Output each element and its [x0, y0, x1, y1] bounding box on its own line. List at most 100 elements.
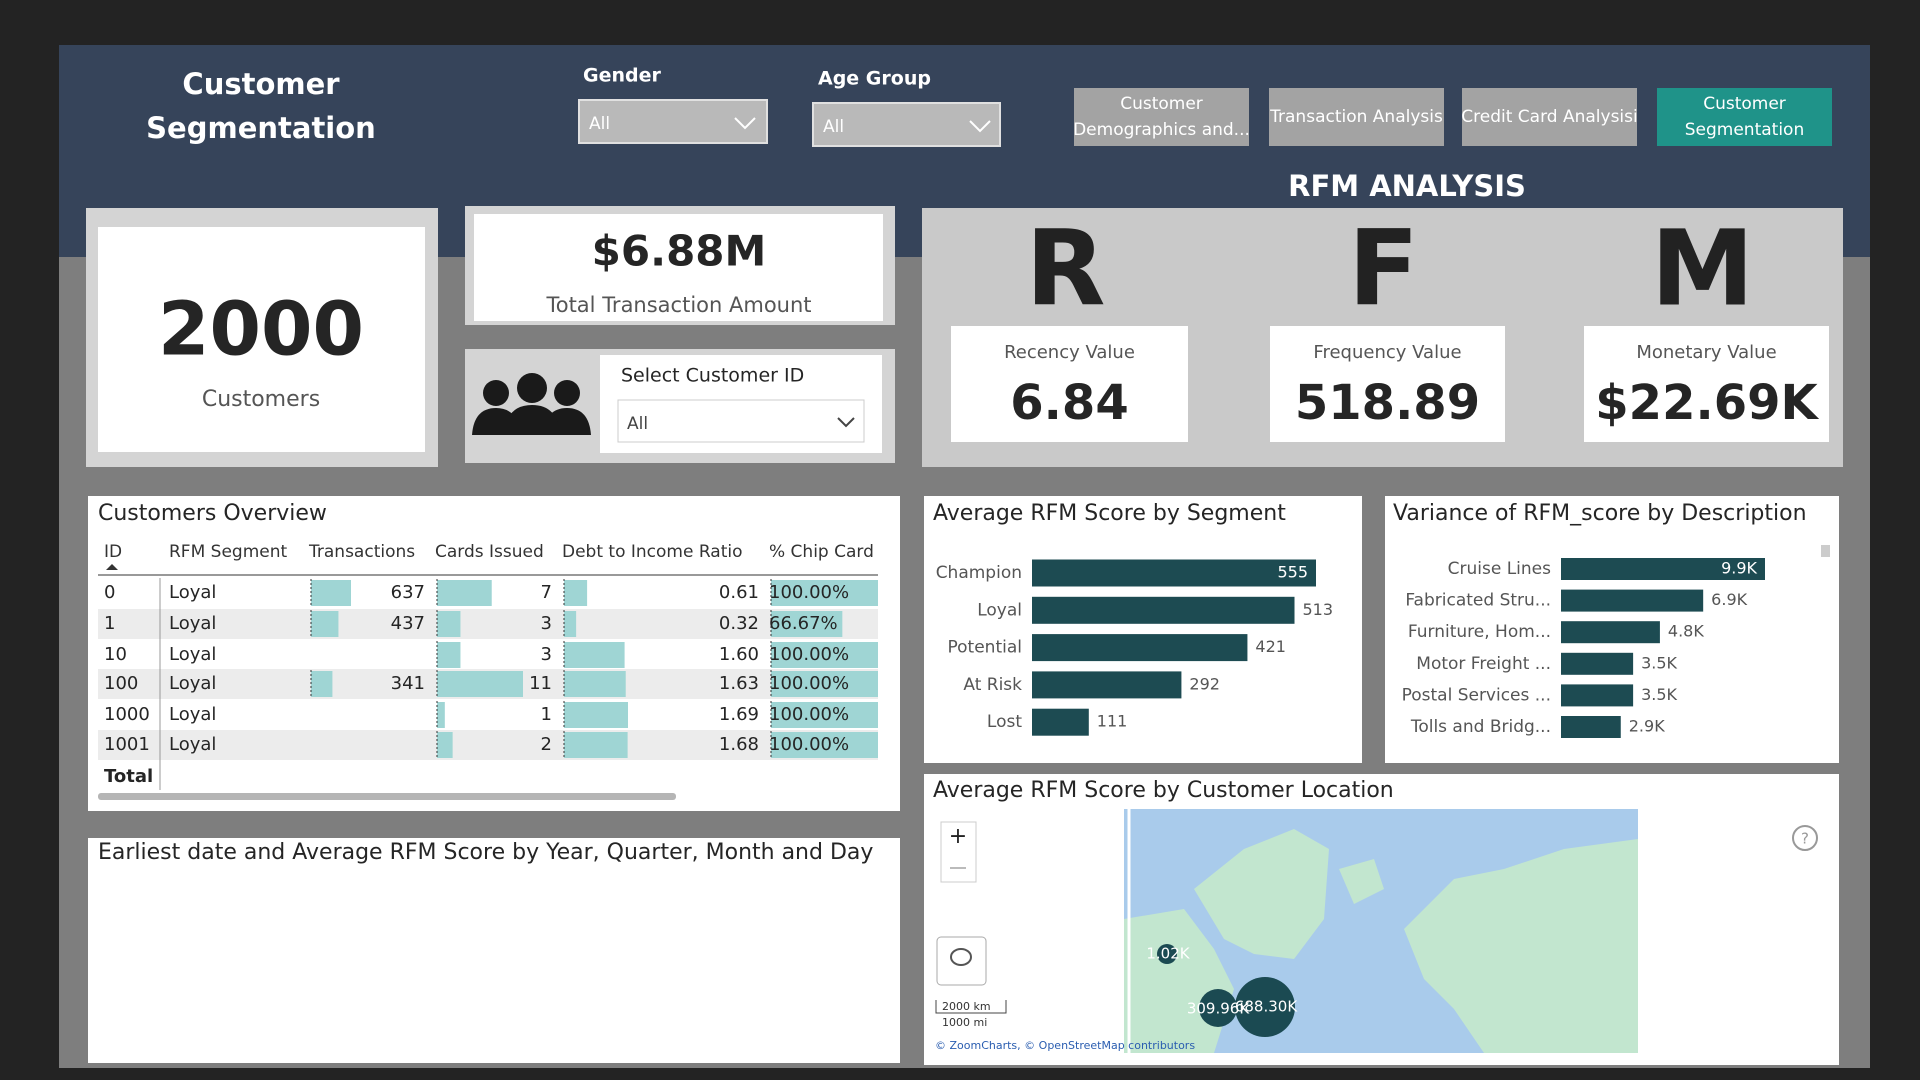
data-label: 6.9K — [1711, 590, 1747, 609]
dropdown-value: All — [589, 114, 610, 134]
table-cell: Loyal — [169, 644, 216, 665]
rfm-card — [951, 326, 1188, 442]
category-label: Loyal — [977, 600, 1022, 620]
data-bar — [771, 642, 878, 668]
scale-label: 2000 km — [942, 1000, 991, 1013]
data-bar — [564, 671, 626, 697]
lasso-button[interactable] — [936, 936, 987, 986]
table-cell: 1.63 — [719, 673, 759, 694]
dropdown-value: All — [823, 117, 844, 137]
card-inner — [98, 227, 425, 452]
data-label: 2.9K — [1629, 717, 1665, 736]
table-cell: Loyal — [169, 673, 216, 694]
zoom-in: + — [949, 824, 967, 849]
data-bar — [564, 702, 628, 728]
scrollbar[interactable] — [1821, 545, 1830, 557]
table-cell: 100.00% — [769, 734, 849, 755]
rfm-letter: M — [1651, 207, 1755, 329]
page-title: Segmentation — [146, 111, 376, 145]
rfm-card — [1584, 326, 1829, 442]
nav-button-text: Transaction Analysis — [1269, 107, 1443, 127]
data-bar — [437, 611, 461, 637]
nav-button-text: Customer — [1703, 94, 1786, 114]
rfm-label: Monetary Value — [1636, 342, 1776, 363]
nav-button[interactable] — [1074, 88, 1249, 146]
table-cell: 100 — [104, 673, 138, 694]
data-bar — [311, 671, 333, 697]
bar — [1032, 596, 1295, 624]
data-label: 513 — [1303, 600, 1334, 619]
filter-label: Gender — [583, 65, 661, 87]
panel-title: Customers Overview — [98, 501, 327, 526]
category-label: Lost — [987, 712, 1022, 732]
nav-button[interactable] — [1462, 88, 1637, 146]
scrollbar[interactable] — [98, 793, 676, 800]
column-header: RFM Segment — [169, 542, 287, 562]
nav-button[interactable] — [1657, 88, 1832, 146]
help-icon[interactable] — [1792, 825, 1818, 851]
panel-title: Average RFM Score by Segment — [933, 501, 1286, 526]
nav-button-text: Credit Card Analysisi — [1461, 107, 1637, 127]
table-cell: Loyal — [169, 613, 216, 634]
table-cell: 2 — [541, 734, 552, 755]
table-cell: 100.00% — [769, 704, 849, 725]
zoom-control[interactable] — [940, 821, 977, 883]
data-bar — [771, 611, 843, 637]
data-bar — [437, 642, 461, 668]
help-icon-text: ? — [1801, 830, 1809, 848]
column-header: % Chip Card — [769, 542, 874, 562]
bar — [1032, 708, 1089, 736]
rfm-value: 6.84 — [1010, 375, 1128, 431]
rfm-label: Recency Value — [1004, 342, 1135, 363]
dropdown[interactable] — [617, 399, 865, 443]
data-label: 111 — [1097, 712, 1128, 731]
data-bar — [771, 580, 878, 606]
table-cell: 0 — [104, 582, 115, 603]
data-bar — [771, 702, 878, 728]
table-cell: 0.61 — [719, 582, 759, 603]
table-cell: 3 — [541, 613, 552, 634]
data-bar — [564, 611, 577, 637]
bar — [1561, 684, 1634, 707]
dropdown[interactable] — [812, 102, 1001, 147]
rfm-letter: R — [1025, 207, 1105, 329]
column-header: ID — [104, 542, 122, 562]
bubble-label: 1.02K — [1146, 945, 1190, 963]
table-cell: Loyal — [169, 704, 216, 725]
bar — [1561, 589, 1704, 612]
nav-button[interactable] — [1269, 88, 1444, 146]
bubble-label: 309.96K — [1187, 1000, 1250, 1018]
table-cell: 1 — [541, 704, 552, 725]
dropdown[interactable] — [578, 99, 768, 144]
data-label: 555 — [1277, 563, 1308, 582]
dropdown-arrow — [837, 417, 855, 428]
people-icon — [472, 373, 591, 435]
data-bar — [311, 611, 339, 637]
category-label: Furniture, Hom... — [1408, 622, 1551, 642]
bar — [1561, 716, 1621, 738]
filter-label: Age Group — [818, 68, 931, 90]
bar — [1561, 621, 1660, 644]
bar — [1032, 559, 1316, 587]
bar — [1032, 634, 1248, 662]
table-cell: 7 — [541, 582, 552, 603]
column-header: Cards Issued — [435, 542, 544, 562]
panel-title: Average RFM Score by Customer Location — [933, 778, 1394, 803]
table-cell: 1000 — [104, 704, 150, 725]
bar — [1561, 652, 1634, 675]
category-label: Tolls and Bridg... — [1410, 717, 1551, 737]
table-cell: 1001 — [104, 734, 150, 755]
rfm-cards: R Recency Value 6.84 F Frequency Value 518.89… — [951, 207, 1829, 442]
dropdown-arrow — [734, 117, 756, 130]
category-label: Champion — [936, 563, 1022, 583]
data-bar — [564, 732, 628, 758]
panel-title: Variance of RFM_score by Description — [1393, 501, 1807, 526]
category-label: Fabricated Stru... — [1405, 591, 1551, 611]
data-bar — [771, 671, 878, 697]
row-stripe — [98, 730, 878, 760]
data-label: 3.5K — [1641, 653, 1677, 672]
table-cell: 66.67% — [769, 613, 838, 634]
dropdown-value: All — [627, 414, 648, 434]
data-bar — [437, 671, 523, 697]
